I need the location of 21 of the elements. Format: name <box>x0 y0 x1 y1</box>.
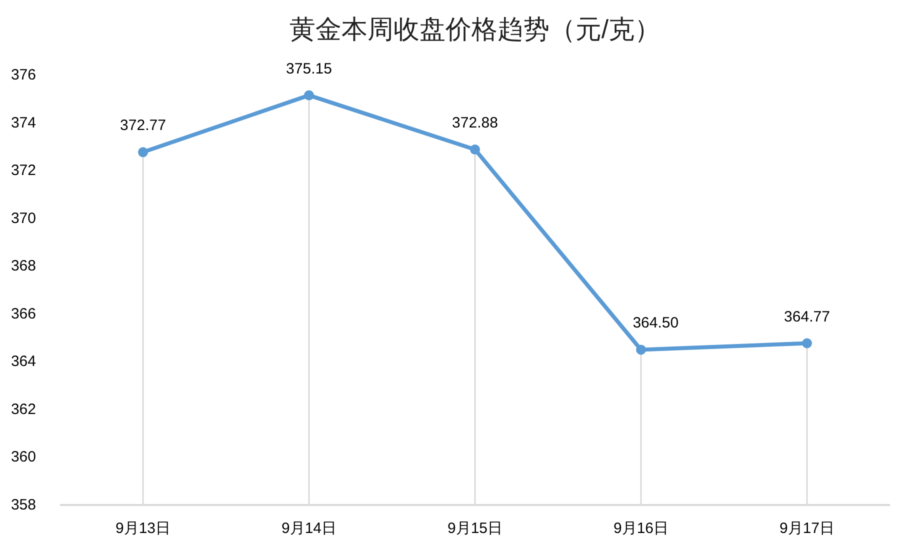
ytick-label: 364 <box>10 353 36 370</box>
ytick-label: 360 <box>10 448 36 466</box>
xtick-label: 9月13日 <box>115 520 171 537</box>
data-label: 364.50 <box>632 314 679 332</box>
ytick-label: 362 <box>10 400 36 418</box>
ytick-label: 376 <box>10 66 36 84</box>
ytick-label: 374 <box>10 114 36 132</box>
data-label: 372.88 <box>452 114 498 132</box>
data-label: 375.15 <box>286 60 332 78</box>
data-label: 364.77 <box>784 308 830 326</box>
ytick-label: 366 <box>10 305 36 322</box>
title: 黄金本周收盘价格趋势（元/克） <box>289 14 661 44</box>
xtick-label: 9月15日 <box>447 520 503 537</box>
xtick-label: 9月14日 <box>281 520 337 537</box>
xtick-label: 9月17日 <box>779 520 835 537</box>
xtick-label: 9月16日 <box>613 520 669 537</box>
ytick-label: 370 <box>10 210 36 227</box>
ytick-label: 372 <box>10 162 36 180</box>
data-label: 372.77 <box>120 117 166 134</box>
ytick-label: 368 <box>10 258 36 275</box>
ytick-label: 358 <box>10 496 36 514</box>
